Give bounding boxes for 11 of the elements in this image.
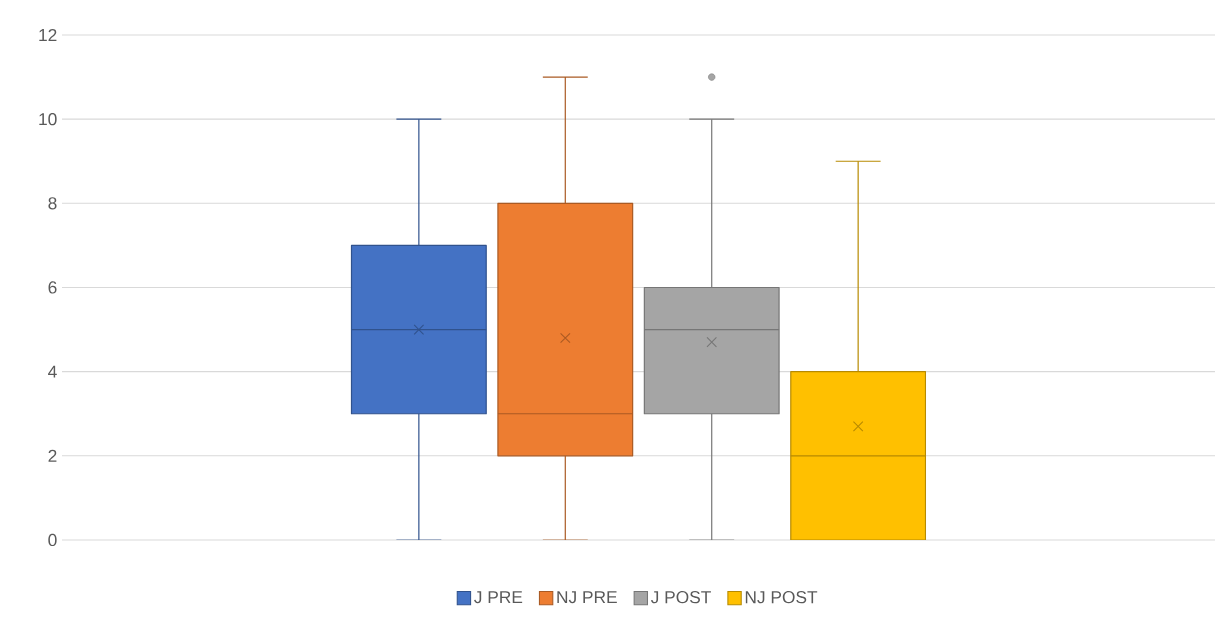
y-tick-label: 12	[39, 28, 57, 42]
y-tick-label: 8	[48, 197, 57, 210]
y-tick-label: 0	[48, 533, 57, 547]
legend-label: J POST	[650, 591, 711, 604]
y-tick-label: 6	[48, 281, 57, 294]
y-tick-label: 10	[39, 113, 57, 126]
legend-label: J PRE	[474, 591, 523, 604]
y-tick-label: 4	[48, 365, 57, 378]
y-tick-label: 2	[48, 449, 57, 462]
legend-label: NJ POST	[745, 591, 818, 604]
legend-label: NJ PRE	[557, 591, 617, 604]
